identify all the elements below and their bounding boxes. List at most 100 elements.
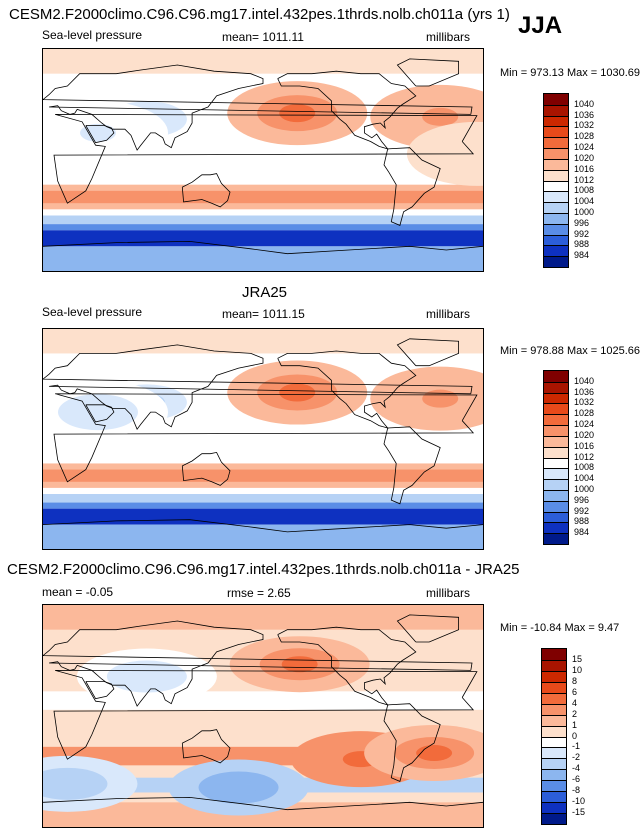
colorbar-swatch	[542, 802, 566, 814]
arctic-band	[43, 329, 483, 354]
colorbar-tick-label: 996	[574, 217, 590, 228]
colorbar-tick-label: 1016	[574, 163, 595, 174]
colorbar-swatch	[544, 137, 568, 149]
colorbar-tick-label: -1	[572, 741, 581, 752]
coastline	[383, 147, 441, 226]
southern-low-band-1	[43, 494, 483, 503]
arctic-band	[43, 49, 483, 74]
colorbar-swatch	[544, 489, 568, 501]
colorbar-tick-label: 988	[574, 516, 590, 527]
colorbar-swatch	[544, 256, 568, 267]
colorbar-swatch	[542, 659, 566, 671]
colorbar-swatch	[544, 180, 568, 192]
panel1-colorbar: 1040 1036 1032 1028 1024 1020 1016 1012 1008 1004…	[543, 93, 594, 268]
colorbar-swatch	[544, 468, 568, 480]
colorbar-tick-label: 2	[572, 708, 578, 719]
colorbar-tick-label: 1016	[574, 440, 595, 451]
panel2-map	[42, 328, 484, 550]
colorbar-tick-label: 1012	[574, 174, 595, 185]
colorbar-tick-label: -8	[572, 785, 581, 796]
coastline	[43, 64, 473, 151]
colorbar-swatch	[544, 533, 568, 544]
colorbar-tick-label: 992	[574, 505, 590, 516]
colorbar-swatch	[544, 479, 568, 490]
colorbar-tick-label: 1008	[574, 185, 595, 196]
colorbar-tick-label: 8	[572, 675, 578, 686]
colorbar-tick-label: 1004	[574, 473, 595, 484]
panel3-rmse: rmse = 2.65	[227, 586, 291, 600]
southern-low-band-2	[43, 502, 483, 509]
colorbar-swatch	[542, 681, 566, 693]
coastline	[181, 173, 231, 208]
colorbar-tick-label: -4	[572, 763, 581, 774]
colorbar-tick-label: 992	[574, 228, 590, 239]
coastline	[85, 404, 115, 423]
colorbar-tick-label: -6	[572, 774, 581, 785]
colorbar-swatch	[544, 245, 568, 257]
coastline	[277, 70, 417, 150]
colorbar-swatch	[544, 425, 568, 436]
coastline	[383, 426, 441, 505]
panel2-colorbar: 1040 1036 1032 1028 1024 1020 1016 1012 1008 1004…	[543, 370, 594, 545]
colorbar-tick-label: 1008	[574, 462, 595, 473]
colorbar-swatch	[544, 94, 568, 105]
coastline	[85, 681, 115, 700]
coastline	[85, 125, 115, 144]
coastline	[181, 451, 231, 486]
colorbar-swatch	[544, 104, 568, 116]
arctic-band	[43, 605, 483, 630]
colorbar-swatch	[544, 115, 568, 127]
coastline	[43, 344, 473, 430]
pressure-cell-core	[80, 403, 116, 422]
panel3-map-svg	[43, 605, 483, 827]
colorbar-swatch	[542, 758, 566, 770]
colorbar-swatch	[544, 126, 568, 138]
pressure-cell-core	[422, 389, 459, 408]
coastline	[43, 240, 483, 255]
colorbar-swatch	[544, 191, 568, 203]
colorbar-tick-label: -15	[572, 807, 586, 818]
coastline	[53, 114, 478, 204]
colorbar-swatch	[544, 500, 568, 512]
coastline	[181, 729, 231, 764]
colorbar-tick-label: 1	[572, 719, 578, 730]
colorbar-swatch	[542, 725, 566, 737]
colorbar-swatch	[544, 511, 568, 523]
coastline	[396, 614, 460, 643]
colorbar-swatch	[544, 381, 568, 393]
panel1-map-svg	[43, 49, 483, 271]
panel1-title: CESM2.F2000climo.C96.C96.mg17.intel.432p…	[9, 6, 510, 23]
colorbar-swatch	[542, 670, 566, 682]
panel3-title: CESM2.F2000climo.C96.C96.mg17.intel.432p…	[7, 561, 520, 578]
coastline	[43, 519, 483, 533]
pressure-cell-core	[422, 107, 459, 126]
colorbar-swatch	[544, 223, 568, 235]
coastline	[53, 393, 478, 483]
colorbar-tick-label: 1020	[574, 429, 595, 440]
colorbar-tick-label: 1024	[574, 419, 595, 430]
colorbar-tick-label: 4	[572, 697, 578, 708]
colorbar-tick-label: 1032	[574, 120, 595, 131]
panel3-units: millibars	[426, 586, 471, 600]
colorbar-tick-label: 1040	[574, 98, 595, 109]
panel1-left-label: Sea-level pressure	[42, 28, 143, 42]
colorbar-swatch	[544, 457, 568, 469]
colorbar-tick-label: 1040	[574, 375, 595, 386]
colorbar-swatch	[542, 747, 566, 759]
colorbar-swatch	[544, 403, 568, 415]
colorbar-swatch	[544, 414, 568, 426]
colorbar-swatch	[544, 446, 568, 458]
colorbar-tick-label: 1012	[574, 451, 595, 462]
pressure-cell-core	[279, 383, 316, 402]
colorbar-tick-label: 1028	[574, 131, 595, 142]
colorbar-tick-label: 984	[574, 250, 590, 261]
coastline	[396, 58, 460, 87]
coastline	[383, 703, 441, 782]
panel3-minmax: Min = -10.84 Max = 9.47	[500, 622, 620, 634]
panel1-units: millibars	[426, 30, 471, 44]
panel1-mean: mean= 1011.11	[222, 30, 304, 44]
colorbar-tick-label: 1036	[574, 386, 595, 397]
colorbar-swatch	[544, 522, 568, 534]
subtropical-high-core	[43, 469, 483, 482]
panel3-left-label: mean = -0.05	[42, 585, 114, 599]
